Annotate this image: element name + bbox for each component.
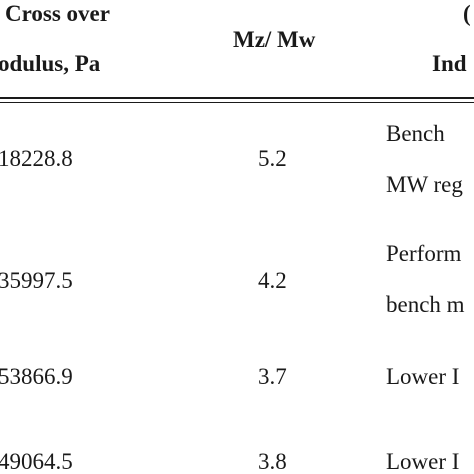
note-cell-line2: MW reg	[386, 172, 463, 197]
header-rule-top	[0, 97, 474, 99]
ratio-cell: 3.7	[258, 364, 287, 389]
ratio-cell: 5.2	[258, 146, 287, 171]
modulus-cell: 49064.5	[0, 449, 73, 474]
modulus-cell: 35997.5	[0, 268, 73, 293]
modulus-cell: 18228.8	[0, 146, 73, 171]
header-col3-line2: Ind	[432, 51, 467, 76]
note-cell-line2: bench m	[386, 292, 465, 317]
note-cell-line1: Perform	[386, 241, 462, 266]
header-rule-bottom	[0, 102, 474, 103]
header-mz-mw: Mz/ Mw	[233, 27, 316, 52]
ratio-cell: 3.8	[258, 449, 287, 474]
note-cell-line1: Bench	[386, 121, 445, 146]
header-crossover-line1: Cross over	[5, 1, 110, 26]
modulus-cell: 53866.9	[0, 364, 73, 389]
header-crossover-line2: odulus, Pa	[0, 51, 101, 76]
note-cell-line1: Lower I	[386, 449, 460, 474]
note-cell-line1: Lower I	[386, 364, 460, 389]
ratio-cell: 4.2	[258, 268, 287, 293]
header-col3-line1: (	[463, 1, 471, 26]
